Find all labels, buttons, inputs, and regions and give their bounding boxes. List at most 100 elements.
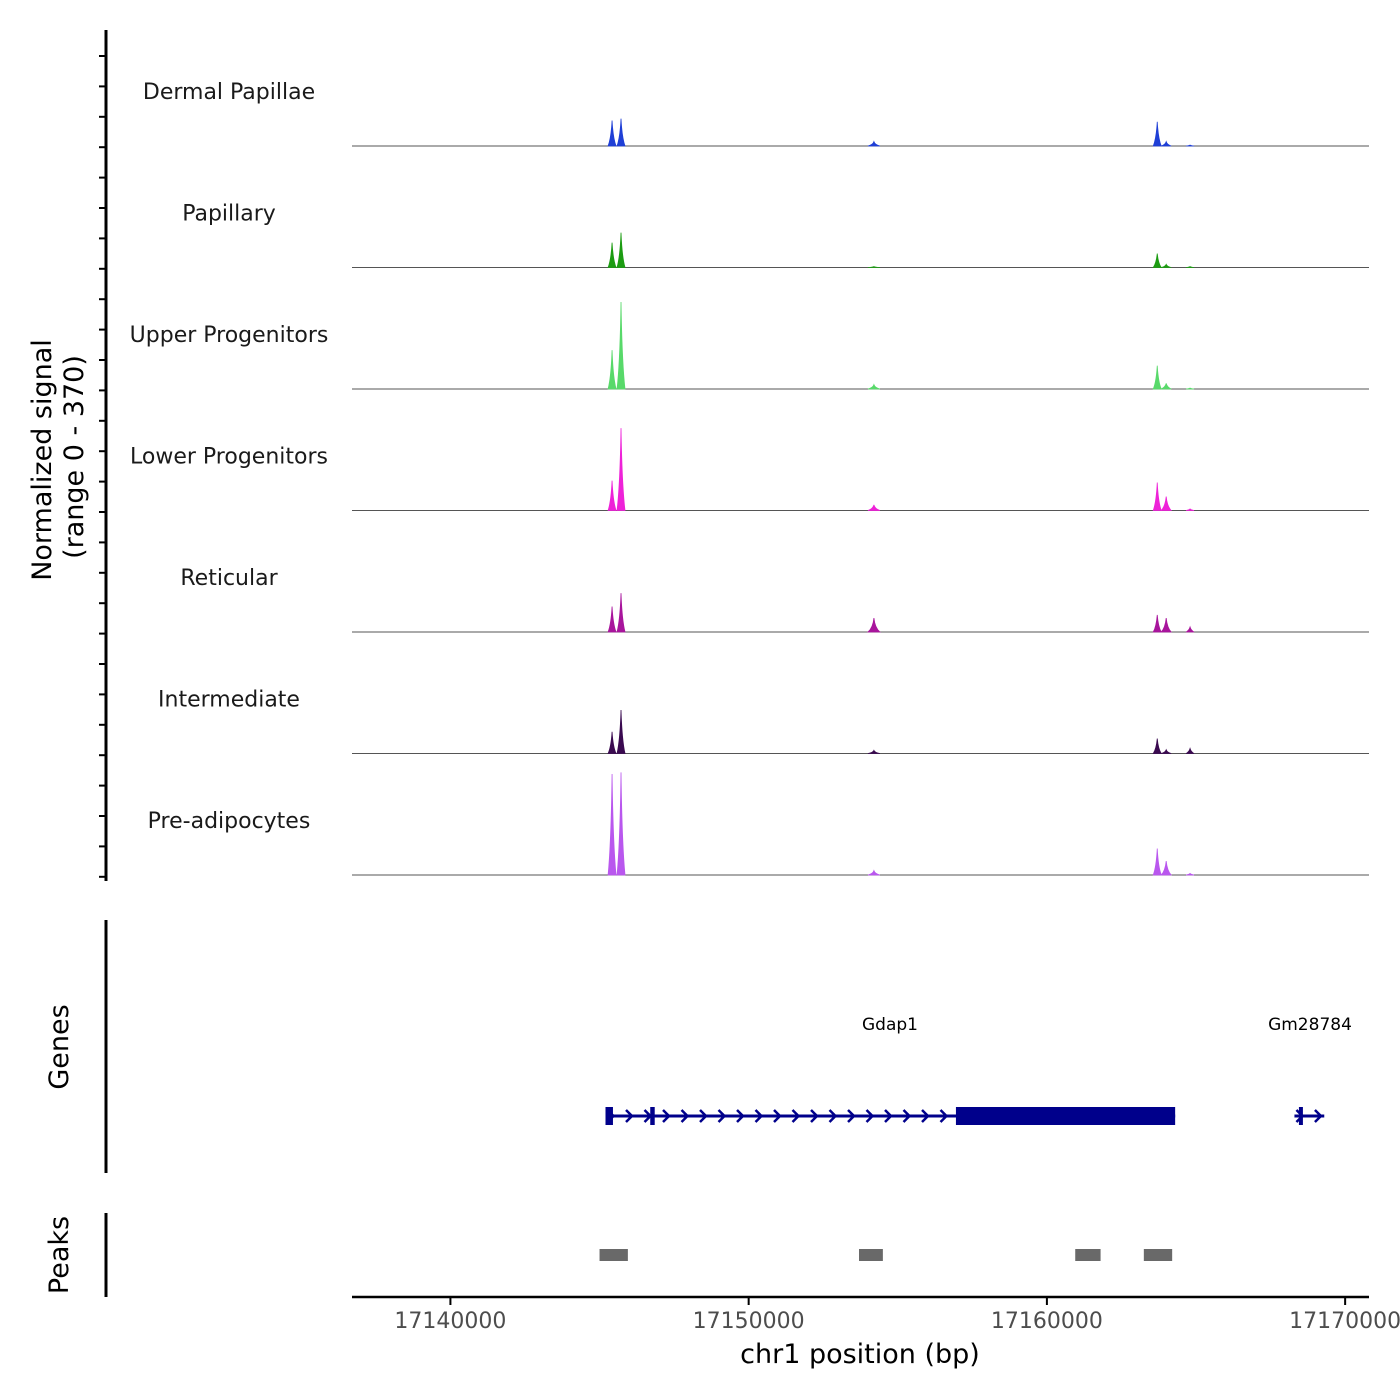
gene-exon [1298,1107,1303,1125]
signal-peak [1152,365,1162,390]
gene-exon [650,1107,655,1125]
x-tick-label: 17150000 [693,1309,805,1334]
track-pre-adipocytes: Pre-adipocytes [148,772,1369,876]
strand-arrow [773,1109,782,1123]
strand-arrow [921,1109,930,1123]
strand-arrow [828,1109,838,1123]
signal-peak [867,749,880,754]
signal-peak [866,617,882,633]
peak-region [599,1249,628,1261]
strand-arrow [625,1109,634,1123]
signal-peak [1186,387,1195,390]
peaks-track-title: Peaks [44,1216,75,1294]
signal-peak [1152,121,1162,147]
signal-tracks: Dermal Papillae Papillary Upper Progenitor… [130,80,1369,876]
signal-peak [616,709,626,754]
track-lower-progenitors: Lower Progenitors [130,428,1369,511]
strand-arrow [680,1109,690,1123]
gene-exon [605,1107,613,1125]
x-axis-title: chr1 position (bp) [740,1339,980,1370]
track-upper-progenitors: Upper Progenitors [130,301,1369,390]
track-papillary: Papillary [182,202,1369,268]
strand-arrow [662,1109,671,1123]
genes-track: Gdap1 Gm28784 [605,1015,1352,1125]
track-dermal-papillae: Dermal Papillae [143,80,1369,147]
signal-peak [616,301,626,390]
strand-arrow [699,1109,708,1123]
signal-peak [1186,266,1195,268]
signal-peak [1185,625,1195,633]
y-axis-title: Normalized signal [27,339,58,581]
peak-region [1075,1249,1101,1261]
strand-arrow [754,1109,764,1123]
signal-peak [1161,383,1172,390]
signal-peak [1160,496,1173,511]
strand-arrow [939,1109,949,1123]
y-axis-range: (range 0 - 370) [59,355,90,559]
track-label: Pre-adipocytes [148,809,311,834]
track-label: Papillary [182,202,276,227]
strand-arrow [865,1109,875,1123]
x-tick-label: 17170000 [1289,1309,1400,1334]
signal-peak [616,772,626,876]
signal-peak [1185,747,1195,754]
signal-peak [607,350,617,390]
signal-peak [607,773,617,876]
signal-peak [607,731,617,754]
signal-peak [607,606,617,633]
signal-peak [1160,860,1173,876]
signal-peak [1185,508,1195,511]
strand-arrow [884,1109,893,1123]
peaks-track [599,1249,1173,1261]
strand-arrow [791,1109,801,1123]
track-label: Lower Progenitors [130,445,328,470]
strand-arrow [1314,1109,1323,1123]
signal-peak [1152,482,1162,511]
gene-gm28784: Gm28784 [1268,1015,1352,1125]
signal-peak [1160,617,1173,633]
strand-arrow [902,1109,912,1123]
gene-label: Gm28784 [1268,1015,1352,1035]
signal-peak [616,593,626,633]
signal-peak [1152,738,1162,754]
signal-peak [1152,614,1162,633]
gene-exon [955,1107,1176,1125]
signal-peak [1152,848,1162,876]
signal-y-axis [99,30,108,881]
peak-region [1143,1249,1173,1261]
signal-peak [1152,253,1163,268]
signal-peak [607,242,617,268]
gene-label: Gdap1 [862,1015,918,1035]
strand-arrow [847,1109,856,1123]
track-intermediate: Intermediate [158,688,1369,754]
gene-gdap1: Gdap1 [605,1015,1176,1125]
signal-peak [1186,144,1195,147]
signal-peak [867,266,880,268]
track-label: Upper Progenitors [130,323,329,348]
signal-peak [607,480,617,511]
genes-track-title: Genes [44,1004,75,1089]
x-tick-label: 17160000 [991,1309,1103,1334]
signal-peak [616,232,626,268]
strand-arrow [810,1109,819,1123]
track-label: Intermediate [158,688,300,713]
track-label: Reticular [180,566,278,591]
signal-peak [867,140,881,147]
signal-peak [1161,748,1172,754]
signal-peak [616,118,626,147]
signal-peak [616,428,626,511]
strand-arrow [736,1109,745,1123]
signal-peak [1185,872,1195,876]
peak-region [859,1249,883,1261]
track-label: Dermal Papillae [143,80,315,105]
track-reticular: Reticular [180,566,1369,633]
signal-peak [867,504,881,511]
strand-arrow [717,1109,727,1123]
signal-peak [1161,263,1172,268]
x-tick-label: 17140000 [394,1309,506,1334]
signal-peak [867,383,881,390]
x-axis-ticks: 17140000 17150000 17160000 17170000 [394,1297,1400,1334]
signal-peak [867,869,881,876]
signal-peak [607,120,617,147]
